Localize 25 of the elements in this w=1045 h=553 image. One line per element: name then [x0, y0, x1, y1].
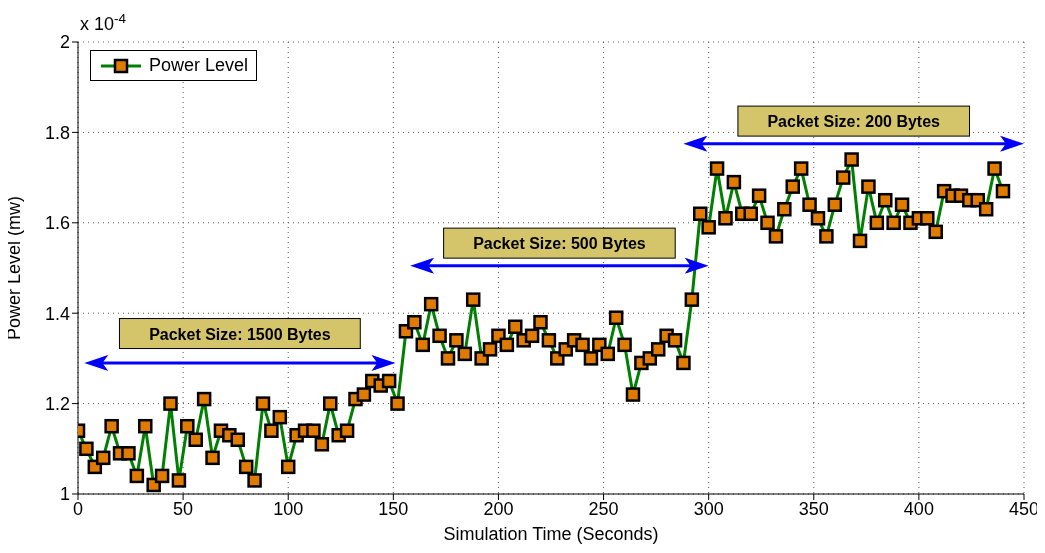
- annotation: Packet Size: 200 Bytes: [767, 113, 941, 131]
- x-tick-label: 50: [173, 498, 194, 519]
- y-tick-label: 1.8: [44, 122, 70, 143]
- y-tick-label: 1.6: [44, 213, 70, 234]
- y-tick-label: 1.2: [44, 393, 70, 414]
- x-tick-label: 350: [798, 498, 829, 519]
- x-tick-label: 100: [273, 498, 304, 519]
- x-tick-label: 0: [72, 498, 84, 519]
- label-box: Packet Size: 200 Bytes: [737, 105, 970, 137]
- label-box: Packet Size: 500 Bytes: [443, 227, 676, 259]
- x-tick-label: 150: [378, 498, 409, 519]
- x-axis-title: Simulation Time (Seconds): [443, 524, 659, 544]
- y-tick-label: 1.4: [44, 303, 70, 324]
- legend-label: Power Level: [149, 55, 249, 76]
- x-tick-label: 300: [693, 498, 724, 519]
- y-axis-title: Power Level (mw): [4, 195, 25, 341]
- y-tick-label: 2: [59, 32, 70, 53]
- annotation: Packet Size: 1500 Bytes: [149, 325, 331, 343]
- x-tick-label: 200: [483, 498, 514, 519]
- x-tick-label: 250: [588, 498, 619, 519]
- y-tick-label: 1: [59, 484, 70, 505]
- label-box: Packet Size: 1500 Bytes: [118, 318, 361, 350]
- annotation: Packet Size: 500 Bytes: [473, 235, 646, 253]
- x-tick-label: 400: [903, 498, 934, 519]
- text: x 10$^{-4}$: [80, 10, 127, 34]
